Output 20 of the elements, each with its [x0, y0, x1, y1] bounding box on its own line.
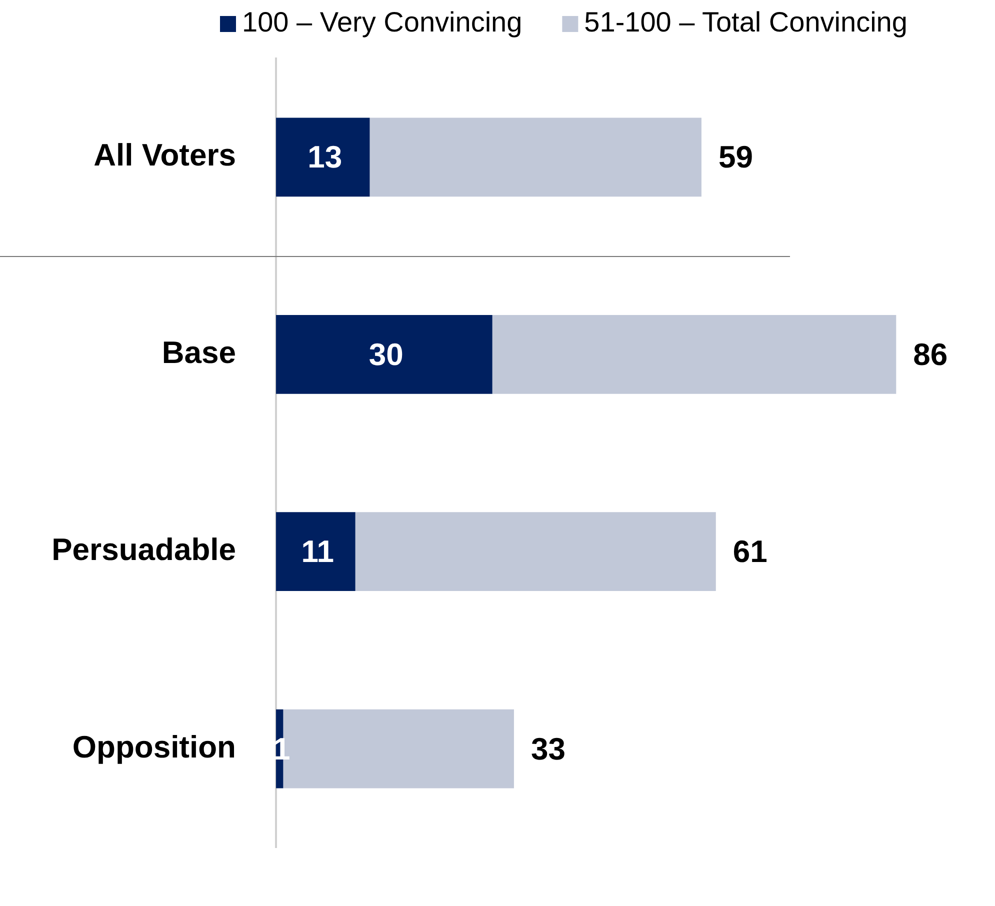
- data-label: 11: [301, 534, 334, 570]
- bar: [355, 512, 716, 592]
- legend-label: 100 – Very Convincing: [242, 6, 522, 38]
- y-tick-label: Persuadable: [52, 532, 236, 568]
- data-label: 13: [308, 140, 342, 175]
- data-label: 30: [368, 336, 404, 372]
- total-label: 33: [530, 731, 566, 766]
- bar: [276, 314, 492, 394]
- bar: [276, 512, 356, 592]
- total-label: 59: [718, 140, 753, 175]
- y-tick-label: Base: [162, 334, 236, 370]
- bar: [492, 314, 896, 394]
- total-label: 86: [913, 336, 948, 372]
- legend-label: 51-100 – Total Convincing: [584, 6, 908, 38]
- data-label: 1: [272, 731, 290, 766]
- bar: [276, 118, 370, 197]
- total-label: 61: [732, 534, 768, 570]
- y-tick-label: Opposition: [72, 729, 236, 764]
- y-tick-label: All Voters: [94, 138, 236, 173]
- bar: [370, 118, 702, 197]
